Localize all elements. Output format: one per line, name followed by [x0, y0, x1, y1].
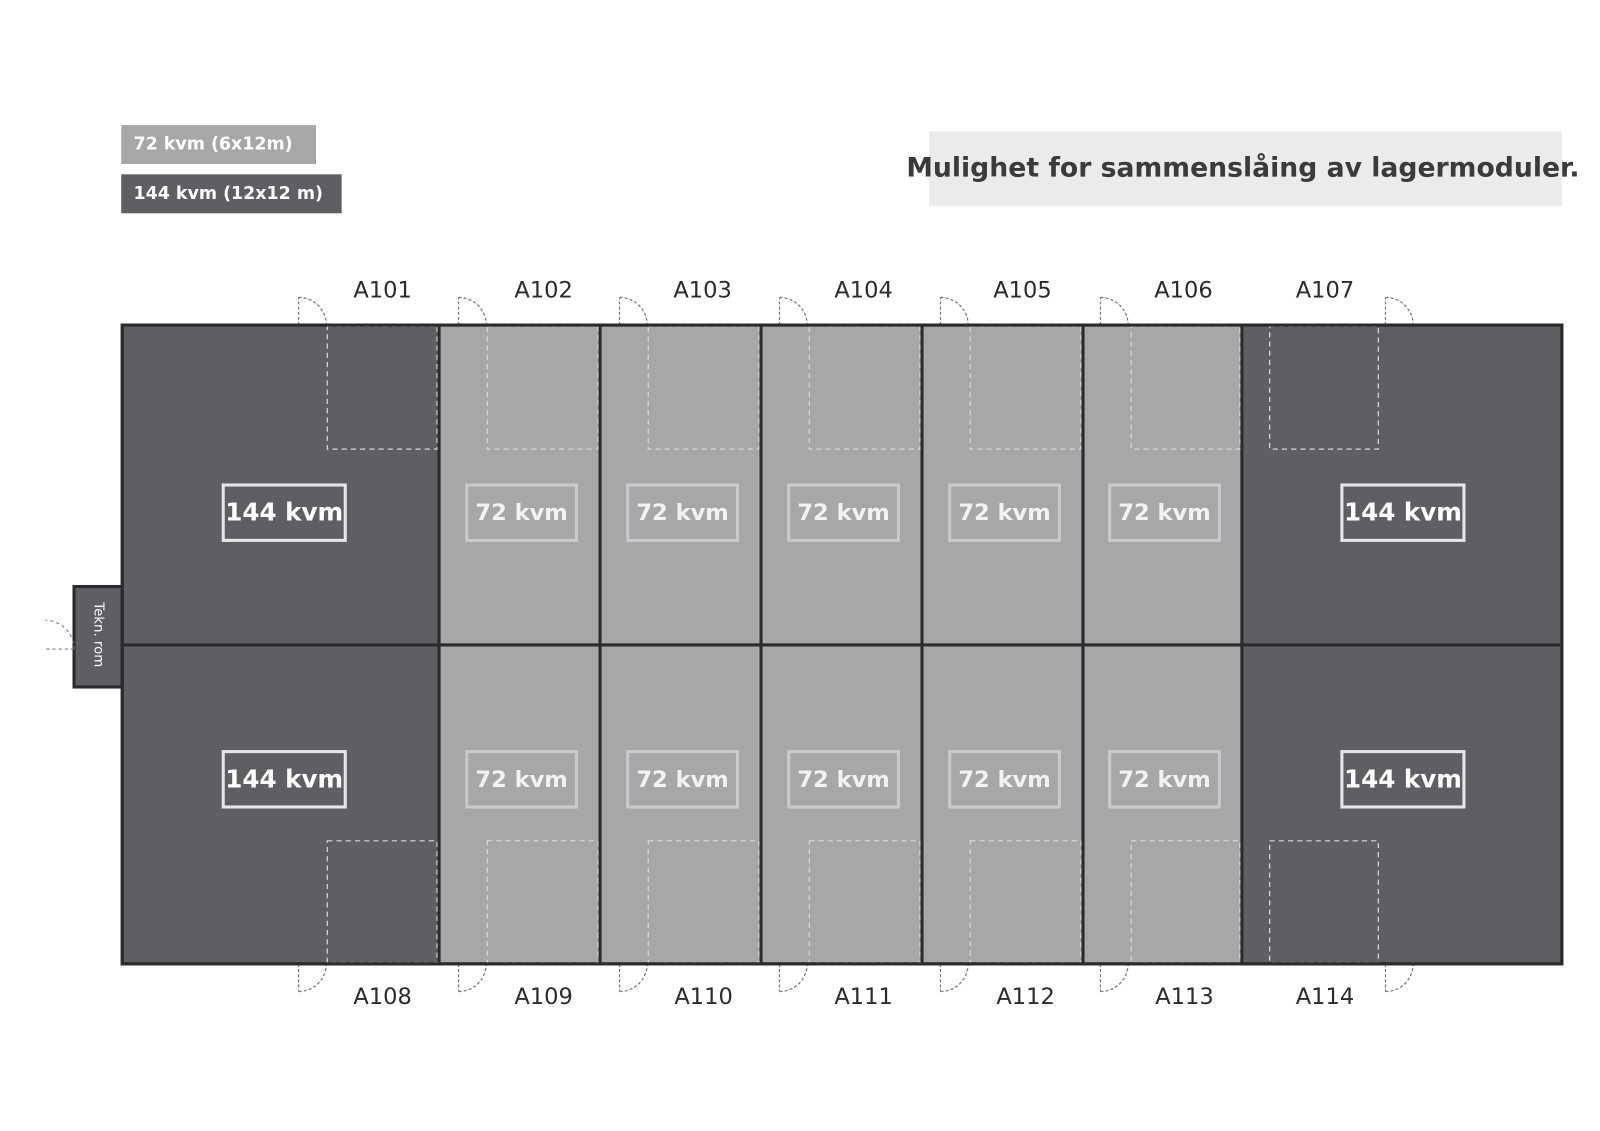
door	[1099, 963, 1129, 993]
door	[297, 296, 327, 326]
unit-id: A109	[514, 984, 572, 1010]
unit-id: A111	[834, 984, 892, 1010]
area-label: 72 kvm	[797, 500, 889, 526]
legend-label: 72 kvm (6x12m)	[133, 135, 292, 155]
area-box	[948, 483, 1061, 542]
unit	[1081, 643, 1244, 966]
legend-swatch	[121, 125, 317, 165]
area-label: 72 kvm	[958, 767, 1050, 793]
area-box	[787, 483, 900, 542]
loading-zone	[1130, 840, 1241, 964]
technical-room-label: Tekn. rom	[91, 601, 106, 667]
area-label: 72 kvm	[958, 500, 1050, 526]
technical-room	[72, 584, 124, 689]
door	[618, 963, 648, 993]
area-box	[1108, 750, 1221, 809]
unit-id: A103	[673, 278, 731, 304]
area-box	[221, 750, 347, 809]
unit-id: A108	[353, 984, 411, 1010]
area-box	[626, 483, 739, 542]
door	[1099, 296, 1129, 326]
door	[297, 963, 327, 993]
building-outline	[120, 323, 1564, 966]
loading-zone	[1269, 840, 1379, 964]
door	[457, 296, 487, 326]
door	[1384, 296, 1414, 326]
area-box	[1340, 750, 1466, 809]
unit-id: A107	[1296, 278, 1354, 304]
area-box	[787, 750, 900, 809]
unit	[1240, 643, 1564, 966]
unit-id: A106	[1154, 278, 1212, 304]
door	[778, 296, 808, 326]
area-box	[1108, 483, 1221, 542]
door	[778, 963, 808, 993]
loading-zone	[1130, 325, 1241, 450]
loading-zone	[1269, 325, 1379, 450]
area-label: 144 kvm	[1344, 498, 1462, 527]
area-label: 72 kvm	[475, 500, 567, 526]
area-box	[221, 483, 347, 542]
unit-id: A112	[996, 984, 1054, 1010]
unit-id: A105	[993, 278, 1051, 304]
unit	[120, 643, 441, 966]
unit-id: A110	[674, 984, 732, 1010]
door	[939, 296, 969, 326]
area-label: 144 kvm	[225, 498, 343, 527]
door	[939, 963, 969, 993]
area-label: 144 kvm	[1344, 764, 1462, 793]
loading-zone	[326, 325, 438, 450]
area-box	[948, 750, 1061, 809]
area-box	[626, 750, 739, 809]
area-label: 72 kvm	[636, 767, 728, 793]
legend-label: 144 kvm (12x12 m)	[133, 184, 322, 204]
legend-swatch	[121, 174, 342, 214]
door	[1384, 963, 1414, 993]
note: Mulighet for sammenslåing av lagermodule…	[906, 152, 1579, 184]
area-label: 72 kvm	[1118, 767, 1210, 793]
area-box	[1340, 483, 1466, 542]
unit-id: A114	[1296, 984, 1354, 1010]
unit-id: A113	[1155, 984, 1213, 1010]
area-label: 144 kvm	[225, 764, 343, 793]
door	[457, 963, 487, 993]
area-label: 72 kvm	[797, 767, 889, 793]
area-box	[465, 483, 579, 542]
unit-id: A102	[514, 278, 572, 304]
unit-id: A101	[353, 278, 411, 304]
area-label: 72 kvm	[1118, 500, 1210, 526]
area-box	[465, 750, 579, 809]
area-label: 72 kvm	[636, 500, 728, 526]
unit-id: A104	[834, 278, 892, 304]
door	[618, 296, 648, 326]
note-box	[929, 131, 1562, 207]
area-label: 72 kvm	[475, 767, 567, 793]
door	[45, 619, 75, 650]
